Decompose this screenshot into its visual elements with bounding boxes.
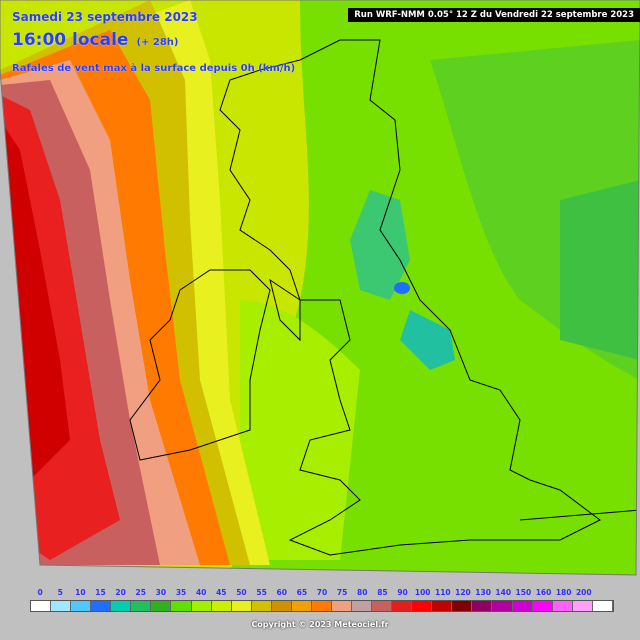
legend-tick: 130 (475, 588, 491, 597)
color-legend: 0 5 10 15 20 25 30 35 40 45 50 55 60 65 70 75 80 85 90 100 1… (30, 588, 614, 612)
legend-swatch (552, 601, 573, 611)
legend-tick: 5 (57, 588, 63, 597)
legend-tick: 65 (296, 588, 308, 597)
legend-tick: 25 (135, 588, 146, 597)
legend-swatch (452, 601, 473, 611)
legend-tick: 15 (95, 588, 106, 597)
legend-swatch (311, 601, 332, 611)
legend-tick: 140 (495, 588, 512, 597)
legend-swatch (171, 601, 192, 611)
legend-swatch (211, 601, 232, 611)
legend-swatch (151, 601, 172, 611)
legend-tick: 45 (216, 588, 227, 597)
legend-ticks: 0 5 10 15 20 25 30 35 40 45 50 55 60 65 70 75 80 85 90 100 1… (30, 588, 614, 600)
legend-swatches (30, 600, 614, 612)
legend-swatch (251, 601, 272, 611)
legend-swatch (131, 601, 152, 611)
legend-swatch (71, 601, 92, 611)
legend-swatch (412, 601, 433, 611)
legend-tick: 150 (515, 588, 532, 597)
legend-tick: 40 (195, 588, 207, 597)
legend-swatch (231, 601, 252, 611)
legend-swatch (432, 601, 453, 611)
forecast-time: 16:00 locale (+ 28h) (12, 30, 179, 50)
legend-swatch (352, 601, 373, 611)
forecast-date: Samedi 23 septembre 2023 (12, 10, 198, 24)
legend-swatch (291, 601, 312, 611)
legend-tick: 120 (455, 588, 471, 597)
legend-swatch (91, 601, 112, 611)
legend-tick: 35 (175, 588, 187, 597)
forecast-offset: (+ 28h) (136, 37, 179, 48)
legend-swatch (532, 601, 553, 611)
legend-tick: 100 (414, 588, 431, 597)
legend-tick: 30 (155, 588, 167, 597)
legend-tick: 50 (236, 588, 247, 597)
legend-swatch (592, 601, 613, 611)
legend-swatch (492, 601, 513, 611)
legend-tick: 110 (434, 588, 451, 597)
legend-swatch (271, 601, 292, 611)
legend-tick: 10 (75, 588, 86, 597)
legend-tick: 90 (397, 588, 408, 597)
map-subtitle: Rafales de vent max à la surface depuis … (12, 63, 296, 74)
legend-tick: 75 (336, 588, 348, 597)
legend-swatch (512, 601, 533, 611)
legend-tick: 0 (37, 588, 43, 597)
legend-swatch (372, 601, 393, 611)
forecast-time-value: 16:00 locale (12, 30, 129, 50)
legend-swatch (331, 601, 352, 611)
legend-tick: 55 (256, 588, 267, 597)
legend-tick: 60 (276, 588, 287, 597)
legend-swatch (31, 601, 52, 611)
legend-tick: 200 (575, 588, 592, 597)
legend-swatch (191, 601, 212, 611)
legend-tick: 180 (555, 588, 572, 597)
legend-swatch (111, 601, 132, 611)
run-info: Run WRF-NMM 0.05° 12 Z du Vendredi 22 se… (348, 8, 640, 22)
legend-tick: 80 (357, 588, 368, 597)
legend-swatch (51, 601, 72, 611)
legend-tick: 20 (115, 588, 126, 597)
legend-tick: 85 (377, 588, 388, 597)
legend-swatch (472, 601, 493, 611)
legend-swatch (572, 601, 593, 611)
copyright: Copyright © 2023 Meteociel.fr (251, 620, 389, 629)
legend-tick: 70 (316, 588, 328, 597)
legend-tick: 160 (535, 588, 552, 597)
legend-swatch (392, 601, 413, 611)
